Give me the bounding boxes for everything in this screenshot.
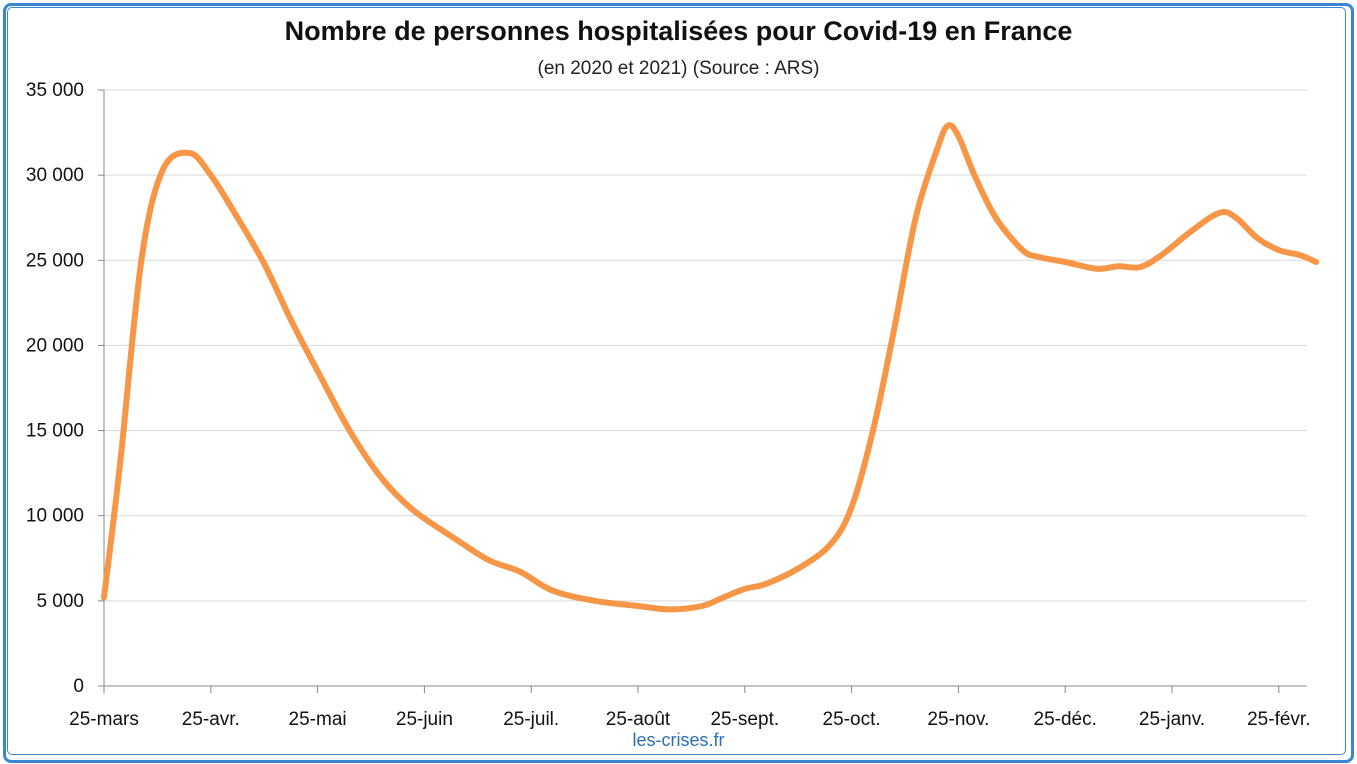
series-layer: [101, 122, 1320, 613]
x-tick-label: 25-sept.: [710, 709, 779, 730]
y-tick-label: 5 000: [36, 591, 84, 612]
y-tick-label: 15 000: [26, 421, 84, 442]
source-credit: les-crises.fr: [632, 730, 725, 750]
y-tick-label: 30 000: [26, 165, 84, 186]
x-tick-label: 25-févr.: [1247, 709, 1310, 730]
x-tick-label: 25-avr.: [182, 709, 240, 730]
x-tick-label: 25-déc.: [1034, 709, 1097, 730]
x-tick-label: 25-mai: [289, 709, 347, 730]
y-tick-label: 25 000: [26, 250, 84, 271]
chart-frame-inner: [7, 7, 1346, 755]
x-tick-label: 25-janv.: [1139, 709, 1205, 730]
axes: [98, 89, 1307, 693]
chart-frame: [3, 3, 1354, 763]
gridlines: [104, 89, 1307, 602]
series-line-hospitalized: [101, 122, 1320, 613]
chart-title: Nombre de personnes hospitalisées pour C…: [284, 16, 1073, 46]
chart-subtitle: (en 2020 et 2021) (Source : ARS): [537, 58, 820, 79]
y-tick-label: 35 000: [26, 80, 84, 101]
x-tick-label: 25-oct.: [823, 709, 881, 730]
y-tick-labels: 0 5 000 10 000 15 000 20 000 25 000 30 000 35 0…: [26, 80, 84, 697]
y-tick-label: 10 000: [26, 506, 84, 527]
x-tick-label: 25-nov.: [927, 709, 989, 730]
x-tick-label: 25-juin: [396, 709, 453, 730]
x-tick-label: 25-mars: [69, 709, 139, 730]
x-tick-label: 25-août: [606, 709, 671, 730]
y-tick-label: 0: [73, 676, 84, 697]
x-tick-labels: 25-mars 25-avr. 25-mai 25-juin 25-juil. 25-ao…: [69, 709, 1310, 730]
y-tick-label: 20 000: [26, 335, 84, 356]
x-tick-label: 25-juil.: [503, 709, 559, 730]
